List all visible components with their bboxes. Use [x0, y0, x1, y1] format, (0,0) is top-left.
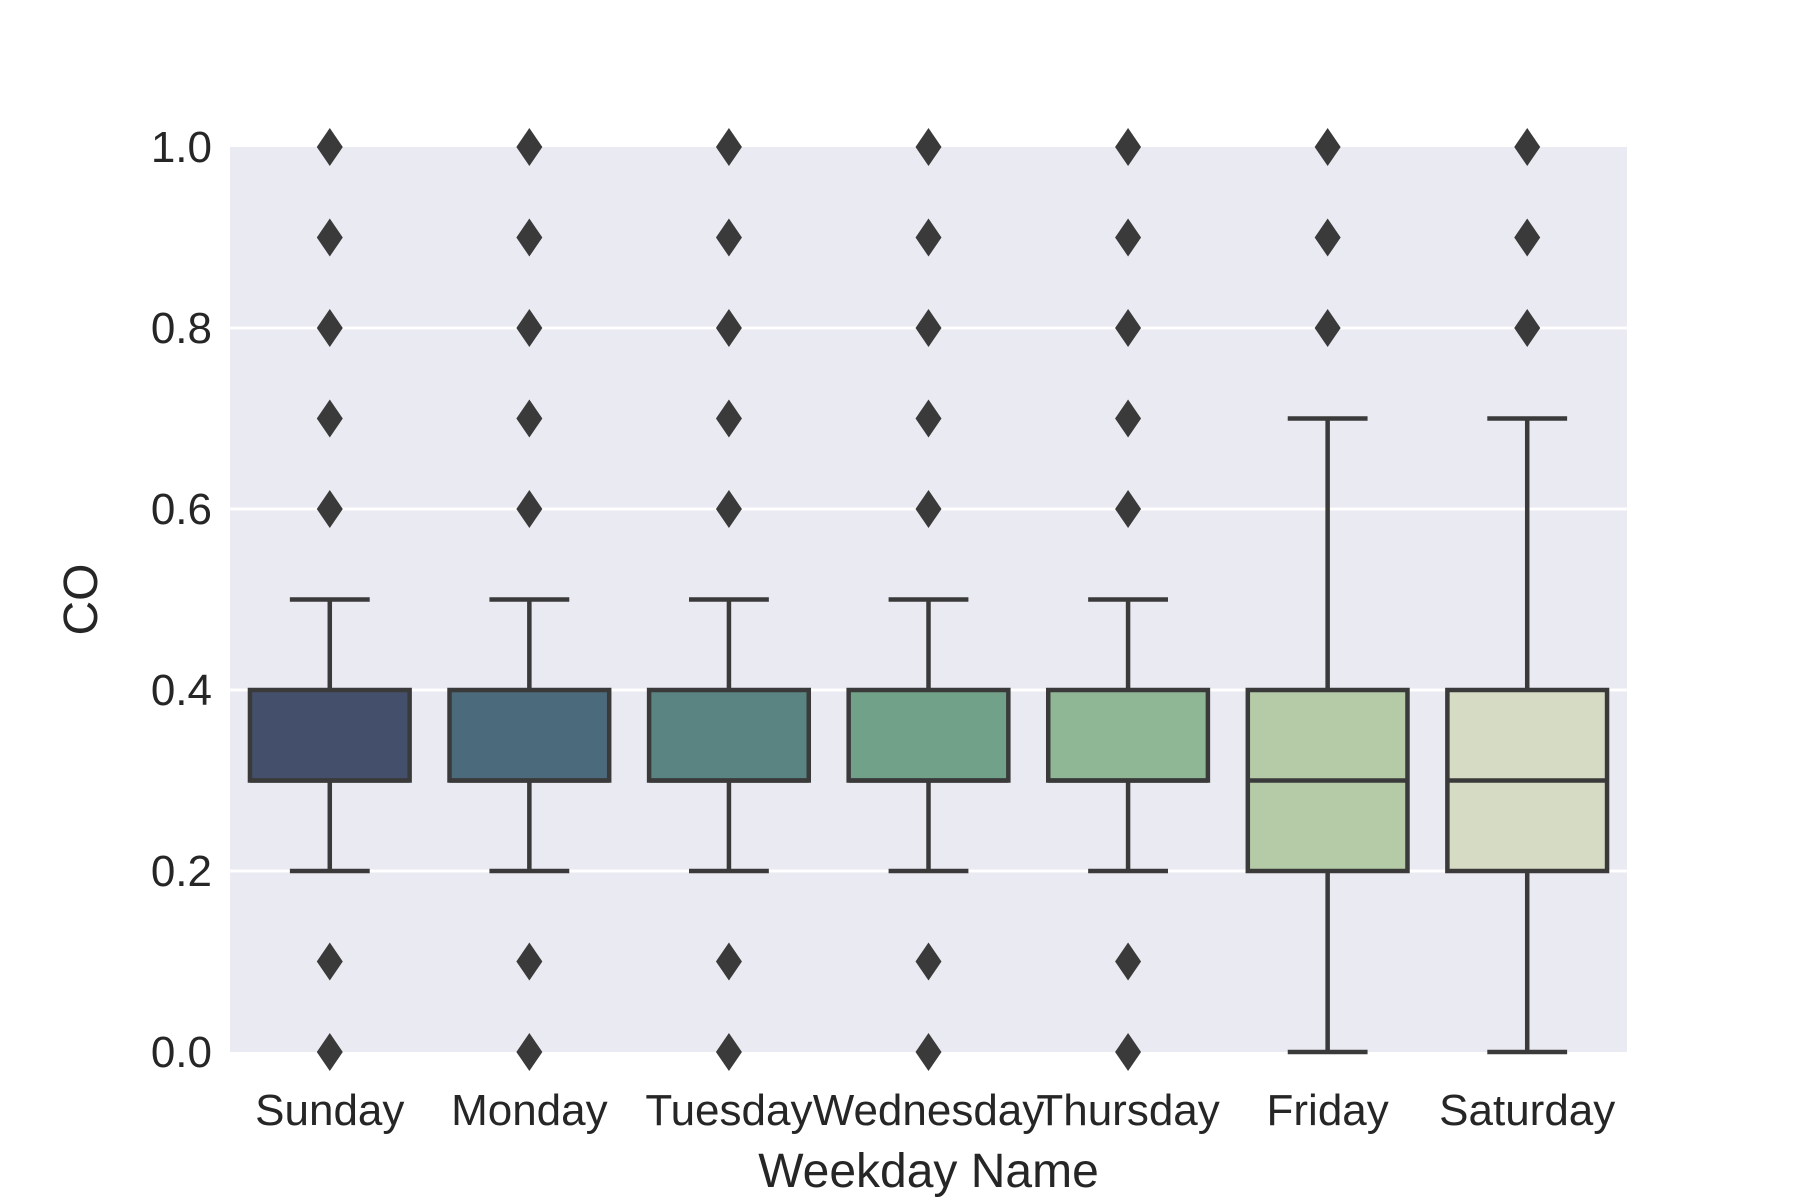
y-tick-label: 0.0: [151, 1028, 212, 1077]
x-tick-label: Sunday: [255, 1086, 404, 1135]
x-tick-label: Wednesday: [813, 1086, 1045, 1135]
box-wednesday: [846, 597, 1011, 874]
box-iqr: [1045, 687, 1211, 783]
outlier-point: [1314, 309, 1341, 347]
box-friday: [1245, 416, 1410, 1055]
y-tick-label: 0.4: [151, 666, 212, 715]
box-sunday: [247, 597, 412, 874]
box-iqr: [646, 687, 812, 783]
outlier-point: [1115, 1033, 1142, 1071]
outlier-point: [1115, 128, 1142, 166]
outlier-point: [316, 1033, 343, 1071]
box-iqr: [846, 687, 1011, 783]
x-tick-label: Saturday: [1439, 1086, 1615, 1135]
x-tick-label: Thursday: [1036, 1086, 1219, 1135]
y-tick-label: 1.0: [151, 123, 212, 172]
outlier-point: [316, 128, 343, 166]
x-tick-label: Tuesday: [645, 1086, 812, 1135]
outlier-point: [316, 218, 343, 257]
y-tick-label: 0.2: [151, 847, 212, 896]
outlier-point: [516, 309, 543, 347]
outlier-point: [1115, 218, 1142, 257]
outlier-point: [915, 128, 942, 166]
outlier-point: [715, 1033, 742, 1071]
box-thursday: [1045, 597, 1211, 874]
box-iqr: [447, 687, 612, 783]
outlier-point: [516, 490, 543, 528]
outlier-point: [1314, 218, 1341, 257]
y-axis-title: CO: [55, 564, 108, 636]
outlier-point: [1314, 128, 1341, 166]
outlier-point: [915, 1033, 942, 1071]
outlier-point: [316, 490, 343, 528]
outlier-point: [915, 218, 942, 257]
outlier-point: [316, 942, 343, 981]
outlier-point: [715, 309, 742, 347]
outlier-point: [915, 490, 942, 528]
outlier-point: [1115, 399, 1142, 438]
outliers-layer: [316, 128, 1541, 1071]
box-tuesday: [646, 597, 812, 874]
outlier-point: [915, 399, 942, 438]
outlier-point: [316, 309, 343, 347]
box-saturday: [1445, 416, 1610, 1055]
outlier-point: [715, 218, 742, 257]
outlier-point: [516, 218, 543, 257]
y-tick-labels: 0.0 0.2 0.4 0.6 0.8 1.0: [151, 123, 212, 1077]
x-tick-label: Monday: [451, 1086, 608, 1135]
box-iqr: [247, 687, 412, 783]
outlier-point: [1514, 218, 1541, 257]
outlier-point: [915, 309, 942, 347]
outlier-point: [1115, 309, 1142, 347]
x-tick-label: Friday: [1267, 1086, 1389, 1135]
outlier-point: [1514, 128, 1541, 166]
outlier-point: [1514, 309, 1541, 347]
outlier-point: [1115, 942, 1142, 981]
outlier-point: [516, 1033, 543, 1071]
outlier-point: [1115, 490, 1142, 528]
outlier-point: [715, 399, 742, 438]
box-monday: [447, 597, 612, 874]
outlier-point: [915, 942, 942, 981]
outlier-point: [715, 942, 742, 981]
y-tick-label: 0.6: [151, 485, 212, 534]
outlier-point: [715, 128, 742, 166]
boxes-layer: [247, 416, 1610, 1055]
outlier-point: [516, 942, 543, 981]
x-axis-title: Weekday Name: [758, 1145, 1099, 1198]
outlier-point: [516, 399, 543, 438]
outlier-point: [316, 399, 343, 438]
y-tick-label: 0.8: [151, 304, 212, 353]
outlier-point: [715, 490, 742, 528]
outlier-point: [516, 128, 543, 166]
